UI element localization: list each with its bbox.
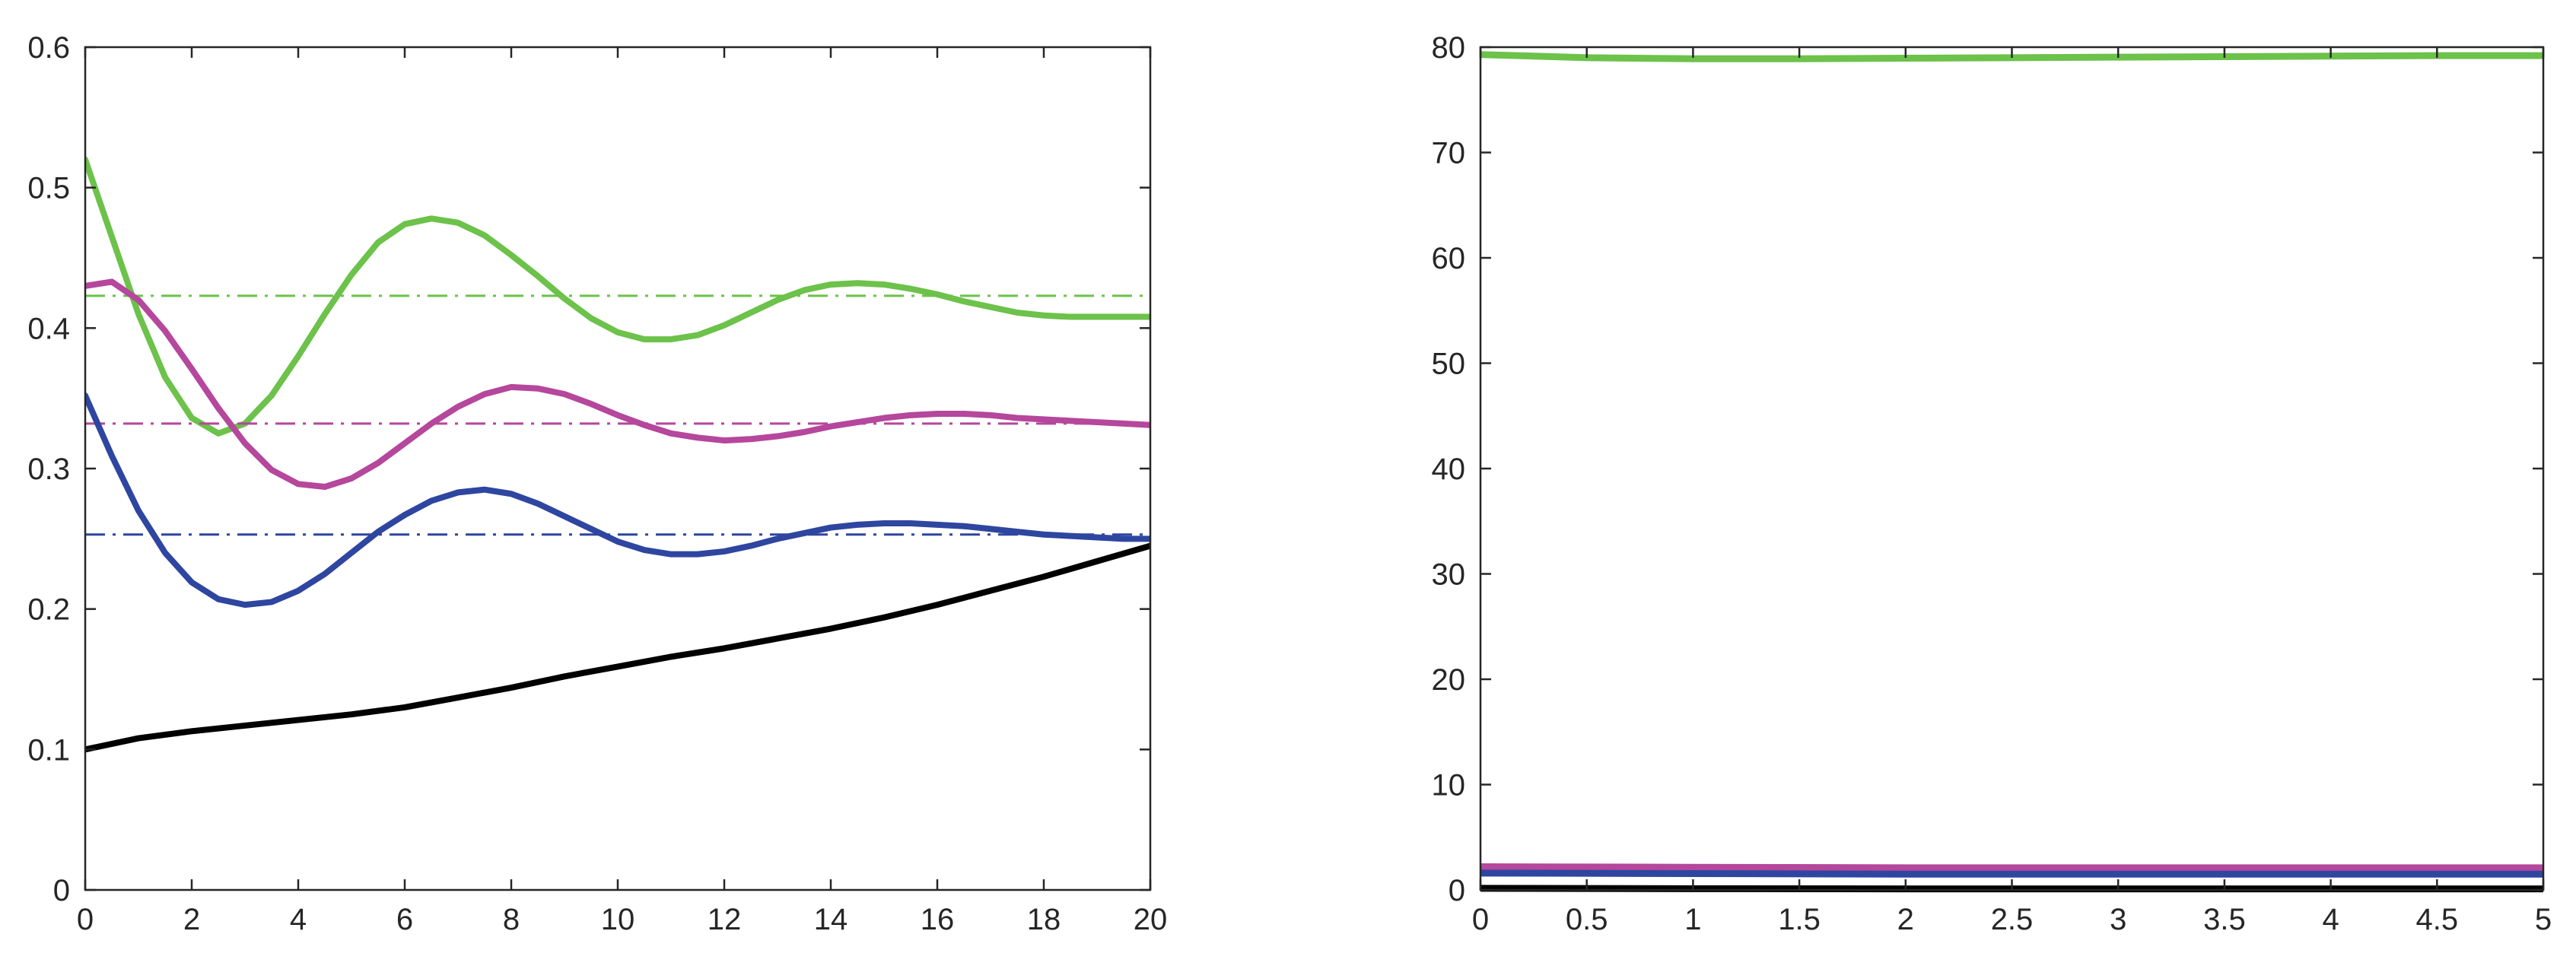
y-tick-label: 70: [1432, 137, 1466, 170]
x-tick-label: 20: [1134, 903, 1168, 936]
series-group: [85, 156, 1150, 753]
x-tick-label: 4: [290, 903, 307, 936]
x-tick-label: 18: [1027, 903, 1061, 936]
x-tick-label: 3: [2110, 903, 2126, 936]
y-tick-label: 0.4: [27, 312, 70, 345]
x-tick-label: 14: [814, 903, 848, 936]
x-tick-label: 16: [921, 903, 955, 936]
y-tick-label: 40: [1432, 453, 1466, 486]
y-tick-label: 0.5: [27, 172, 70, 205]
x-tick-label: 4: [2322, 903, 2339, 936]
x-tick-label: 0.5: [1566, 903, 1608, 936]
y-tick-label: 30: [1432, 558, 1466, 592]
series-line-2: [1480, 869, 2543, 878]
x-tick-label: 8: [503, 903, 520, 936]
left-plot: 0 2 4 6 8 10 12 14 16 18 20 0 0.1 0.2 0.3 0.4 0.5 0.6: [27, 31, 1167, 936]
x-tick-label: 1: [1684, 903, 1701, 936]
x-tick-label: 2: [183, 903, 200, 936]
x-tick-label: 6: [396, 903, 413, 936]
y-tick-label: 10: [1432, 769, 1466, 802]
y-tick-label: 20: [1432, 663, 1466, 697]
x-tick-label: 2: [1897, 903, 1914, 936]
y-tick-label: 50: [1432, 348, 1466, 381]
series-line-6: [85, 542, 1150, 753]
x-tick-label: 0: [1472, 903, 1489, 936]
y-tick-label: 60: [1432, 242, 1466, 275]
x-tick-label: 2.5: [1991, 903, 2034, 936]
y-tick-label: 0.6: [27, 31, 70, 65]
y-tick-label: 0: [53, 874, 70, 907]
y-tick-label: 0.1: [27, 733, 70, 767]
y-tick-label: 0.3: [27, 453, 70, 486]
x-tick-label: 5: [2535, 903, 2552, 936]
x-tick-label: 4.5: [2415, 903, 2458, 936]
series-line-0: [85, 156, 1150, 437]
y-tick-label: 80: [1432, 31, 1466, 65]
series-line-1: [1480, 863, 2543, 872]
y-tick-label: 0: [1449, 874, 1465, 907]
y-tick-label: 0.2: [27, 593, 70, 627]
x-tick-label: 10: [601, 903, 635, 936]
x-tick-label: 0: [77, 903, 94, 936]
x-tick-label: 12: [708, 903, 742, 936]
x-tick-label: 1.5: [1778, 903, 1821, 936]
series-line-2: [85, 278, 1150, 491]
series-line-4: [85, 392, 1150, 609]
x-tick-label: 3.5: [2203, 903, 2246, 936]
